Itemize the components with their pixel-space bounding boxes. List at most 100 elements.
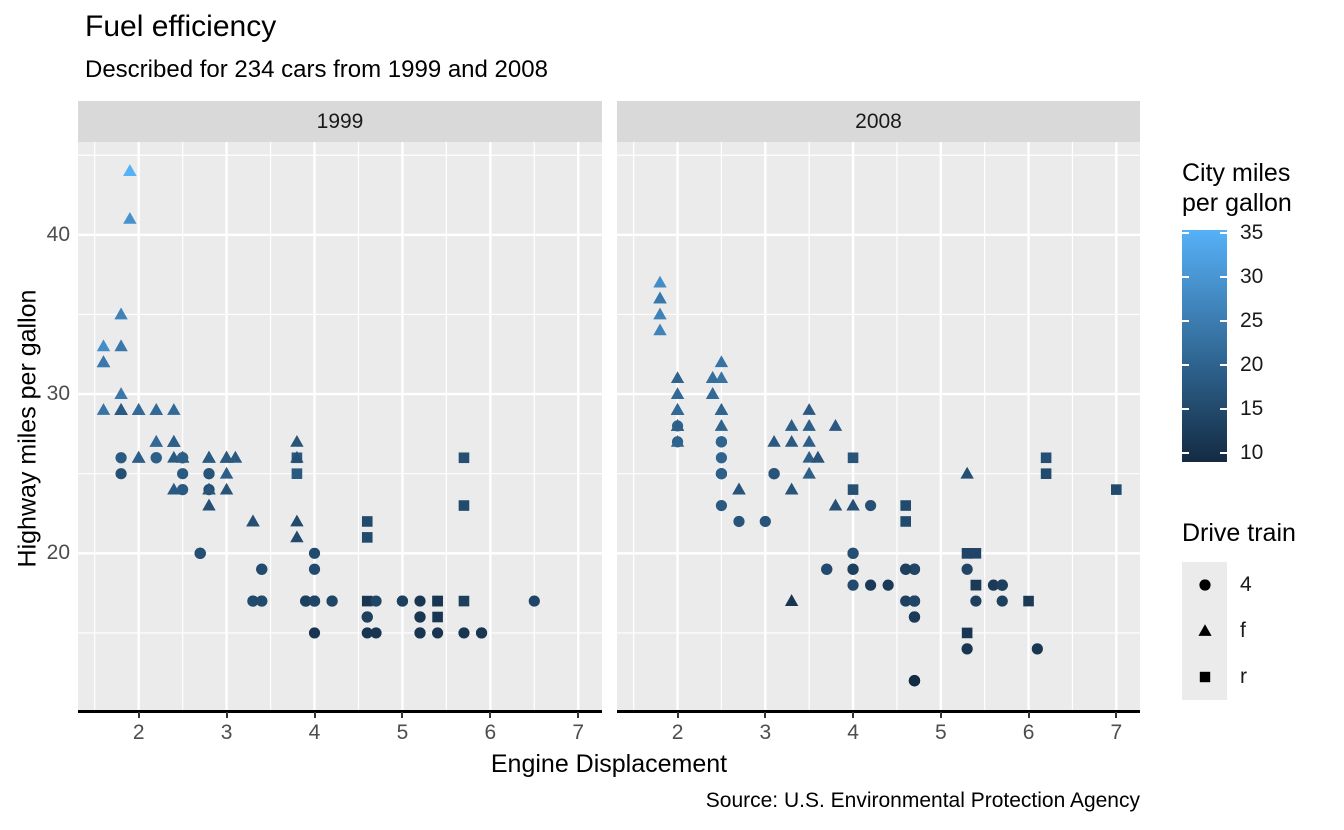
data-point <box>802 466 816 479</box>
data-point <box>414 627 426 639</box>
data-point <box>246 514 260 527</box>
data-point <box>167 403 181 415</box>
data-point <box>987 579 1000 591</box>
data-point <box>202 482 216 495</box>
data-point <box>177 484 189 496</box>
data-point <box>733 515 745 528</box>
data-point <box>432 595 443 607</box>
data-point <box>194 547 206 559</box>
data-point <box>802 403 816 415</box>
data-point <box>219 450 234 463</box>
data-point <box>900 563 912 575</box>
x-axis-tick <box>137 712 140 718</box>
x-tick-label: 3 <box>759 721 772 744</box>
data-point <box>900 500 912 511</box>
data-point <box>705 371 720 384</box>
data-point <box>715 452 728 464</box>
data-point <box>167 434 181 447</box>
data-point <box>715 436 728 448</box>
facet-strip-label: 1999 <box>316 109 364 133</box>
data-point <box>653 307 667 320</box>
data-point <box>670 434 685 447</box>
shape-legend-title: Drive train <box>1182 519 1296 547</box>
data-point <box>114 307 128 320</box>
data-point <box>96 339 111 352</box>
data-point <box>308 547 321 559</box>
data-point <box>361 611 373 623</box>
data-point <box>670 387 685 399</box>
data-point <box>908 595 921 607</box>
caption: Source: U.S. Environmental Protection Ag… <box>705 789 1140 812</box>
legend-key-circle <box>1182 562 1227 608</box>
data-point <box>865 579 877 591</box>
color-legend-title: City miles per gallon <box>1182 158 1292 218</box>
data-point <box>96 355 111 368</box>
x-tick-label: 2 <box>671 721 684 744</box>
data-point <box>970 579 982 591</box>
data-point <box>767 434 781 447</box>
data-point <box>670 403 685 415</box>
x-axis-tick <box>489 712 492 718</box>
x-tick-label: 4 <box>308 721 321 744</box>
data-point <box>802 434 816 447</box>
x-tick-label: 7 <box>572 721 585 744</box>
data-point <box>458 452 470 464</box>
data-point <box>714 371 729 384</box>
data-point <box>847 452 859 464</box>
data-point <box>759 515 771 528</box>
triangle-icon <box>1197 624 1212 636</box>
x-tick-label: 5 <box>396 721 409 744</box>
data-point <box>290 434 304 447</box>
data-point <box>960 466 974 479</box>
data-point <box>1023 595 1034 607</box>
data-point <box>811 450 825 463</box>
data-point <box>802 419 816 431</box>
data-point <box>361 595 373 607</box>
data-point <box>361 532 373 543</box>
facet-strip-label: 2008 <box>855 109 902 133</box>
data-point <box>882 579 894 591</box>
data-point <box>653 291 667 304</box>
legend-key-label-r: r <box>1240 665 1247 688</box>
data-point <box>202 450 216 463</box>
colorbar-tick <box>1182 276 1189 279</box>
data-point <box>431 627 444 639</box>
data-point <box>847 547 859 559</box>
data-point <box>458 595 470 607</box>
data-point <box>714 403 729 415</box>
data-point <box>961 643 973 655</box>
data-point <box>308 627 321 639</box>
data-point <box>846 498 860 511</box>
colorbar-tick-label: 15 <box>1240 396 1264 420</box>
x-axis-tick <box>225 712 228 718</box>
colorbar-tick <box>1220 407 1227 410</box>
colorbar-tick-label: 30 <box>1240 265 1264 289</box>
x-axis-tick <box>577 712 580 718</box>
x-axis-line-2008 <box>617 710 1140 713</box>
colorbar-tick <box>1182 451 1189 454</box>
x-axis-tick <box>764 712 767 718</box>
data-point <box>714 355 729 368</box>
data-point <box>291 468 303 479</box>
x-axis-tick <box>939 712 942 718</box>
data-point <box>961 627 973 639</box>
data-point <box>203 468 215 480</box>
color-legend-title-line2: per gallon <box>1182 189 1292 217</box>
data-point <box>256 563 268 575</box>
data-point <box>847 563 859 575</box>
data-point <box>177 452 189 464</box>
data-point <box>802 450 816 463</box>
x-axis-tick <box>1027 712 1030 718</box>
data-point <box>705 387 720 399</box>
data-point <box>961 548 973 559</box>
data-point <box>908 611 921 623</box>
colorbar-tick <box>1182 407 1189 410</box>
x-axis-tick <box>313 712 316 718</box>
data-point <box>715 499 728 512</box>
data-point <box>308 595 321 607</box>
data-point <box>370 595 382 607</box>
data-point <box>114 387 128 399</box>
plot-title: Fuel efficiency <box>85 10 277 43</box>
data-point <box>150 452 162 464</box>
